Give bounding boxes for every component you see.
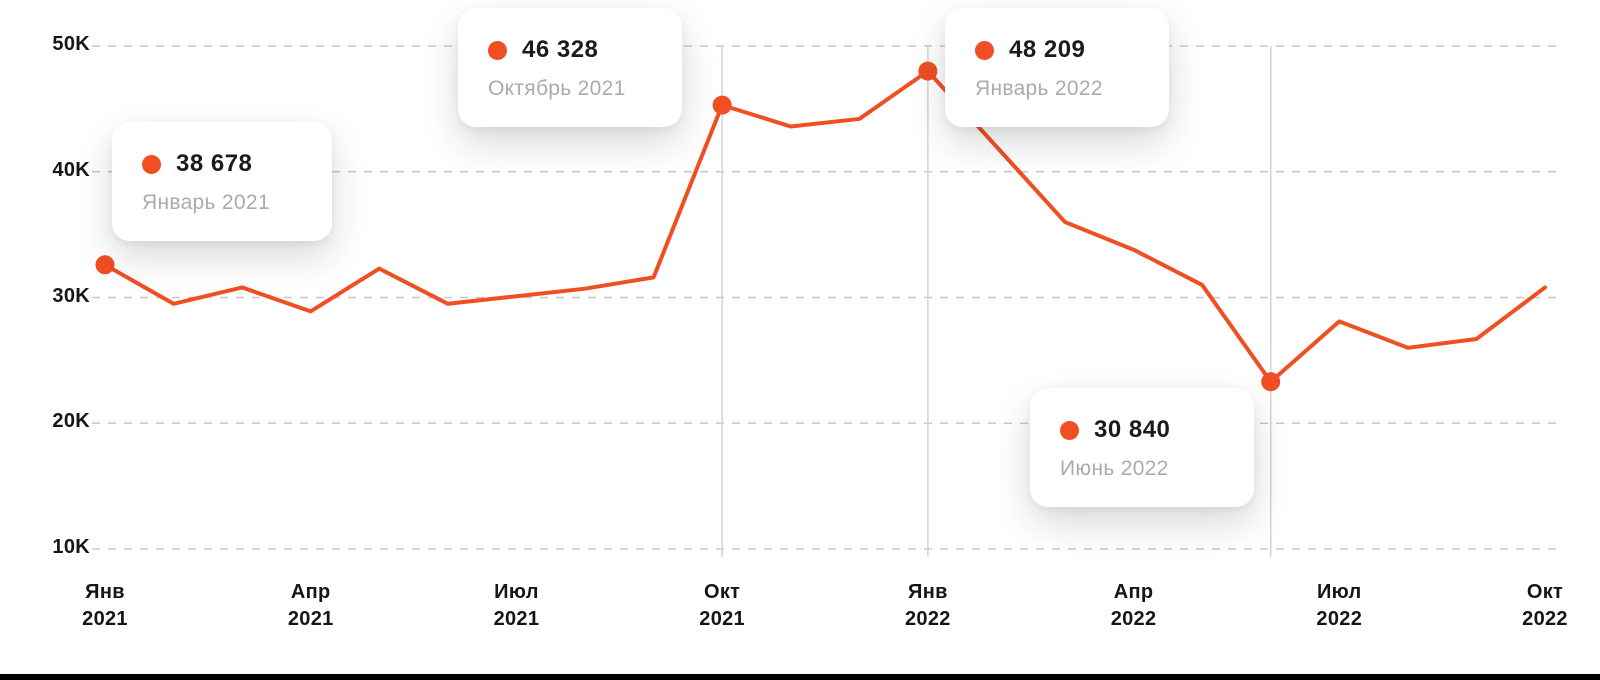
x-tick-year: 2021 xyxy=(493,608,540,630)
x-tick-month: Окт xyxy=(1526,581,1564,603)
data-point-marker[interactable] xyxy=(1261,372,1281,392)
tooltip-june-2022: 30 840 Июнь 2022 xyxy=(1030,388,1254,507)
tooltip-january-2021: 38 678 Январь 2021 xyxy=(112,122,332,241)
bottom-divider xyxy=(0,674,1600,680)
point-dot-icon xyxy=(1060,420,1079,440)
x-axis-tick-jan-2022: Янв 2022 xyxy=(883,579,973,633)
point-dot-icon xyxy=(142,154,161,174)
tooltip-label: Январь 2021 xyxy=(142,191,270,214)
data-point-marker[interactable] xyxy=(712,95,732,115)
x-tick-month: Апр xyxy=(1113,581,1154,603)
tooltip-label: Июнь 2022 xyxy=(1060,457,1169,480)
x-axis-tick-oct-2022: Окт 2022 xyxy=(1500,579,1590,633)
y-axis-tick-10k: 10K xyxy=(52,536,90,558)
tooltip-label: Январь 2022 xyxy=(975,77,1103,100)
tooltip-value-row: 48 209 xyxy=(975,36,1135,64)
tooltip-value: 38 678 xyxy=(176,150,253,177)
data-point-marker[interactable] xyxy=(95,255,115,275)
point-dot-icon xyxy=(488,40,507,60)
x-axis-tick-oct-2021: Окт 2021 xyxy=(677,579,767,633)
x-tick-year: 2022 xyxy=(1110,608,1157,630)
x-axis-tick-jan-2021: Янв 2021 xyxy=(60,579,150,633)
y-axis-tick-50k: 50K xyxy=(52,33,90,55)
tooltip-january-2022: 48 209 Январь 2022 xyxy=(945,8,1169,127)
x-axis-tick-apr-2022: Апр 2022 xyxy=(1089,579,1179,633)
x-tick-year: 2021 xyxy=(82,608,128,630)
x-tick-month: Янв xyxy=(908,581,948,603)
point-dot-icon xyxy=(975,40,994,60)
x-tick-year: 2022 xyxy=(1316,608,1363,630)
x-tick-year: 2021 xyxy=(699,608,745,630)
data-line xyxy=(103,69,1547,384)
tooltip-value-row: 30 840 xyxy=(1060,416,1220,444)
tooltip-october-2021: 46 328 Октябрь 2021 xyxy=(458,8,682,127)
x-tick-month: Июл xyxy=(494,581,539,603)
x-tick-month: Янв xyxy=(85,581,125,603)
tooltip-label: Октябрь 2021 xyxy=(488,77,626,100)
x-tick-year: 2022 xyxy=(1522,608,1568,630)
x-axis-tick-jul-2022: Июл 2022 xyxy=(1294,579,1384,633)
x-axis-tick-jul-2021: Июл 2021 xyxy=(471,579,561,633)
tooltip-value-row: 46 328 xyxy=(488,36,648,64)
x-tick-year: 2021 xyxy=(287,608,334,630)
tooltip-value: 30 840 xyxy=(1094,416,1171,443)
y-axis-tick-40k: 40K xyxy=(52,158,90,181)
y-axis-tick-20k: 20K xyxy=(52,410,90,433)
x-axis-tick-apr-2021: Апр 2021 xyxy=(266,579,356,633)
x-tick-month: Июл xyxy=(1317,581,1362,603)
tooltip-value: 46 328 xyxy=(522,36,599,63)
tooltip-value: 48 209 xyxy=(1009,36,1086,63)
data-point-marker[interactable] xyxy=(918,61,938,81)
x-tick-month: Окт xyxy=(704,581,741,603)
x-tick-month: Апр xyxy=(290,581,331,603)
x-tick-year: 2022 xyxy=(904,608,951,630)
tooltip-value-row: 38 678 xyxy=(142,150,298,178)
y-axis-tick-30k: 30K xyxy=(52,284,90,307)
